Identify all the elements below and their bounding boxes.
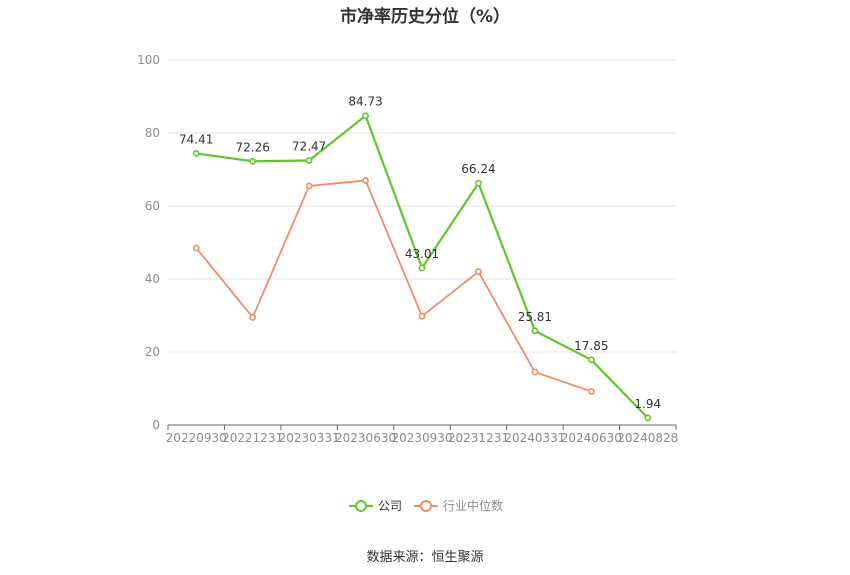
data-label: 43.01 — [405, 247, 439, 261]
y-tick-label: 60 — [145, 199, 160, 213]
chart-title: 市净率历史分位（%） — [339, 7, 511, 27]
data-label: 72.26 — [235, 140, 269, 154]
data-label: 72.47 — [292, 139, 326, 153]
legend-industry-median-label: 行业中位数 — [443, 498, 503, 513]
x-tick-label: 20230331 — [279, 431, 340, 445]
data-point-company — [249, 157, 257, 165]
x-tick-label: 20230630 — [335, 431, 396, 445]
data-point-company — [587, 356, 595, 364]
data-point-industry-median — [362, 177, 369, 184]
data-point-industry-median — [587, 388, 595, 395]
data-label: 84.73 — [348, 95, 382, 109]
x-tick-label: 20231231 — [448, 431, 509, 445]
data-point-company — [475, 179, 482, 187]
data-label: 17.85 — [574, 339, 608, 353]
data-point-industry-median — [249, 313, 257, 321]
data-point-company — [644, 414, 652, 422]
x-tick-label: 20240828 — [617, 431, 678, 445]
legend-industry-median-marker — [420, 500, 432, 512]
x-tick-label: 20230930 — [391, 431, 452, 445]
data-source-note: 数据来源：恒生聚源 — [366, 550, 484, 565]
x-tick-label: 20240630 — [561, 431, 622, 445]
legend-company-marker — [355, 500, 367, 512]
data-point-industry-median — [475, 268, 482, 276]
data-point-industry-median — [418, 312, 426, 320]
data-point-industry-median — [531, 368, 539, 376]
data-label: 74.41 — [179, 132, 213, 146]
data-point-company — [192, 150, 200, 157]
y-tick-label: 0 — [152, 418, 160, 432]
data-point-industry-median — [192, 244, 200, 252]
x-tick-label: 20240331 — [504, 431, 565, 445]
series-line-industry-median — [195, 179, 592, 393]
y-tick-label: 100 — [137, 53, 160, 67]
legend-company-label: 公司 — [378, 499, 402, 513]
data-point-company — [418, 264, 426, 272]
data-label: 1.94 — [634, 397, 661, 411]
x-tick-label: 20220930 — [166, 431, 227, 445]
y-tick-label: 40 — [145, 272, 160, 286]
data-point-company — [305, 157, 313, 164]
data-point-company — [362, 112, 369, 120]
data-point-industry-median — [305, 182, 313, 190]
y-tick-label: 80 — [145, 126, 160, 140]
y-tick-label: 20 — [145, 345, 160, 359]
data-point-company — [531, 327, 539, 335]
x-tick-label: 20221231 — [222, 431, 283, 445]
data-label: 25.81 — [518, 310, 552, 324]
data-label: 66.24 — [461, 162, 495, 176]
